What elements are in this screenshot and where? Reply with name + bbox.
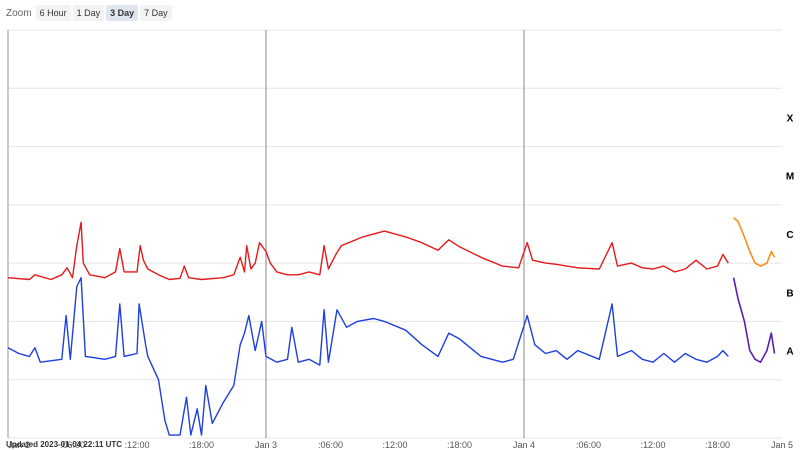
flare-class-label-m: M [786, 172, 794, 183]
zoom-6-hour-button[interactable]: 6 Hour [35, 5, 71, 21]
x-tick-label: :18:00 [447, 440, 472, 450]
series-line-short-recent [732, 277, 776, 363]
series-line-long-recent [733, 217, 776, 267]
x-tick-label: :12:00 [382, 440, 407, 450]
x-tick-label: Jan 4 [513, 440, 535, 450]
x-tick-label: :06:00 [60, 440, 85, 450]
zoom-1-day-button[interactable]: 1 Day [72, 5, 105, 21]
zoom-7-day-button[interactable]: 7 Day [140, 5, 172, 21]
x-tick-label: :18:00 [705, 440, 730, 450]
x-tick-label: :18:00 [189, 440, 214, 450]
x-tick-label: Jan 5 [771, 440, 793, 450]
series-line-long [7, 221, 729, 281]
zoom-3-day-button[interactable]: 3 Day [106, 5, 139, 21]
flare-class-label-b: B [786, 288, 793, 299]
flare-class-label-c: C [786, 230, 793, 241]
x-tick-label: :12:00 [640, 440, 665, 450]
x-tick-label: :06:00 [576, 440, 601, 450]
zoom-label: Zoom [6, 7, 32, 19]
flare-class-label-x: X [787, 113, 794, 124]
x-tick-label: Jan 2 [8, 440, 30, 450]
x-tick-label: Jan 3 [255, 440, 277, 450]
updated-timestamp: Updated 2023-01-04 22:11 UTC [6, 440, 123, 449]
zoom-bar: Zoom 6 Hour 1 Day 3 Day 7 Day [6, 4, 174, 22]
x-tick-label: :06:00 [318, 440, 343, 450]
flare-class-label-a: A [786, 347, 793, 358]
series-line-short [7, 277, 729, 436]
x-tick-label: :12:00 [124, 440, 149, 450]
